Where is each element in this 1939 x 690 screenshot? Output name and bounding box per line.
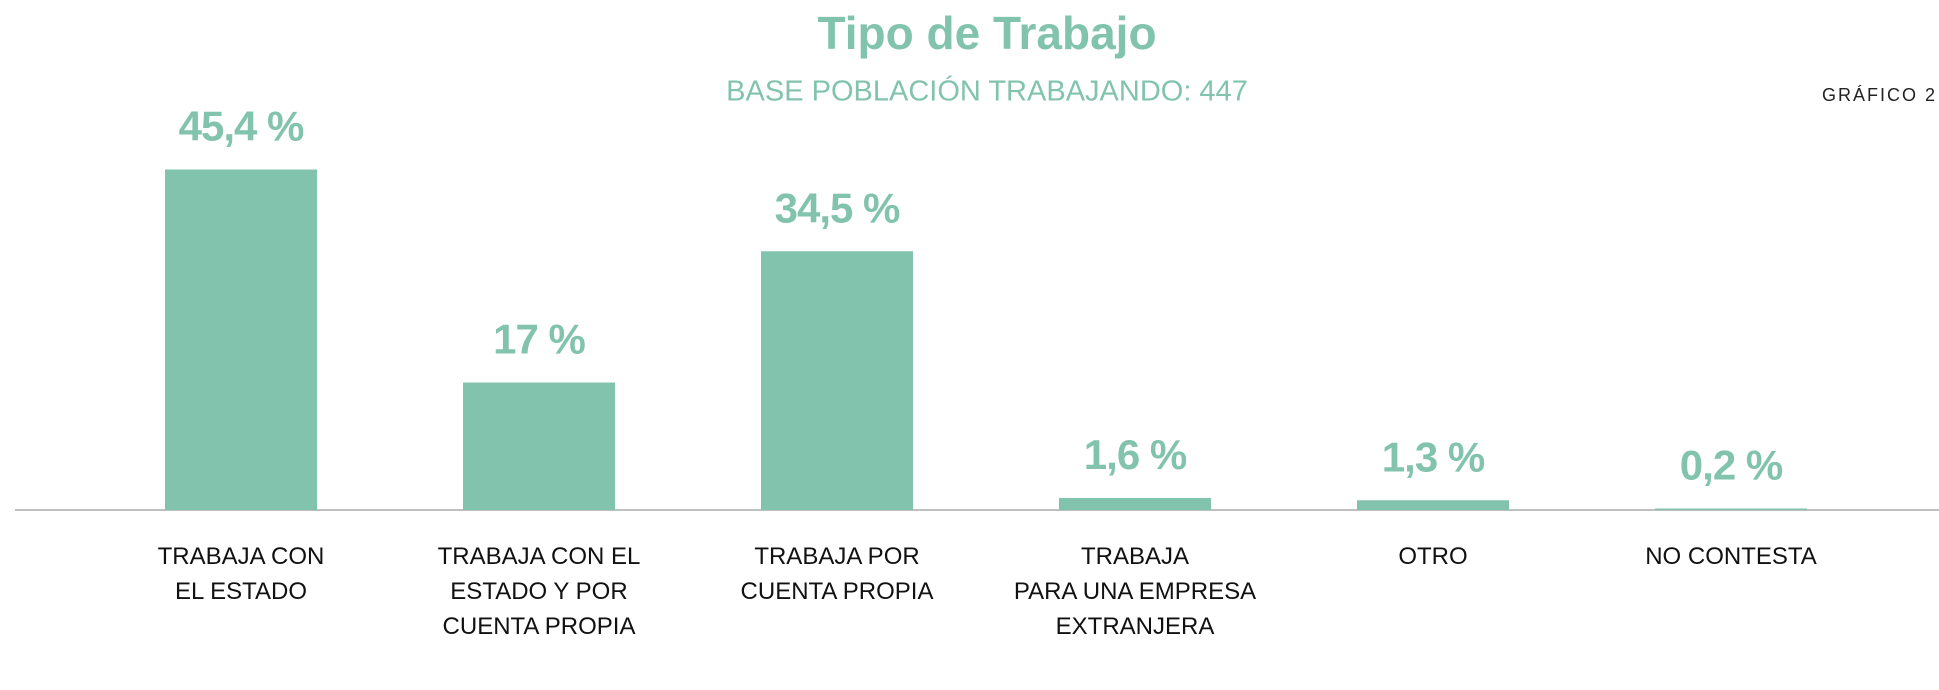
x-tick-label-line: OTRO [1398,543,1467,570]
value-label: 17 % [493,316,585,363]
bar [1655,508,1807,510]
value-label: 45,4 % [179,103,304,150]
x-tick-label-line: EL ESTADO [175,578,307,605]
x-tick-label-line: NO CONTESTA [1645,543,1817,570]
x-tick-label: TRABAJA PARA UNA EMPRESA EXTRANJERA [1014,543,1256,640]
x-tick-label-line: EXTRANJERA [1056,613,1215,640]
bar [463,382,615,510]
x-tick-label-line: TRABAJA CON EL [438,543,641,570]
x-tick-label-line: TRABAJA POR [754,543,919,570]
x-tick-label-line: CUENTA PROPIA [741,578,934,605]
x-tick-label: OTRO [1398,543,1467,570]
x-tick-label: TRABAJA POR CUENTA PROPIA [741,543,934,605]
chart-subtitle: BASE POBLACIÓN TRABAJANDO: 447 [726,75,1248,108]
chart-annotation: GRÁFICO 2 [1822,85,1937,105]
chart-title: Tipo de Trabajo [817,7,1156,59]
x-tick-label-line: CUENTA PROPIA [443,613,636,640]
x-tick-label-line: TRABAJA CON [158,543,325,570]
value-label: 34,5 % [775,184,900,231]
bar [761,251,913,510]
value-label: 1,3 % [1382,433,1485,480]
x-tick-label: NO CONTESTA [1645,543,1817,570]
x-tick-label: TRABAJA CON EL ESTADO [158,543,325,605]
x-tick-label-line: ESTADO Y POR [450,578,627,605]
x-tick-label-line: PARA UNA EMPRESA [1014,578,1256,605]
value-label: 0,2 % [1680,442,1783,489]
value-label: 1,6 % [1084,431,1187,478]
x-tick-label: TRABAJA CON EL ESTADO Y POR CUENTA PROPIA [438,543,641,640]
bar [165,169,317,510]
bar [1059,498,1211,510]
x-tick-label-line: TRABAJA [1081,543,1189,570]
bar [1357,500,1509,510]
